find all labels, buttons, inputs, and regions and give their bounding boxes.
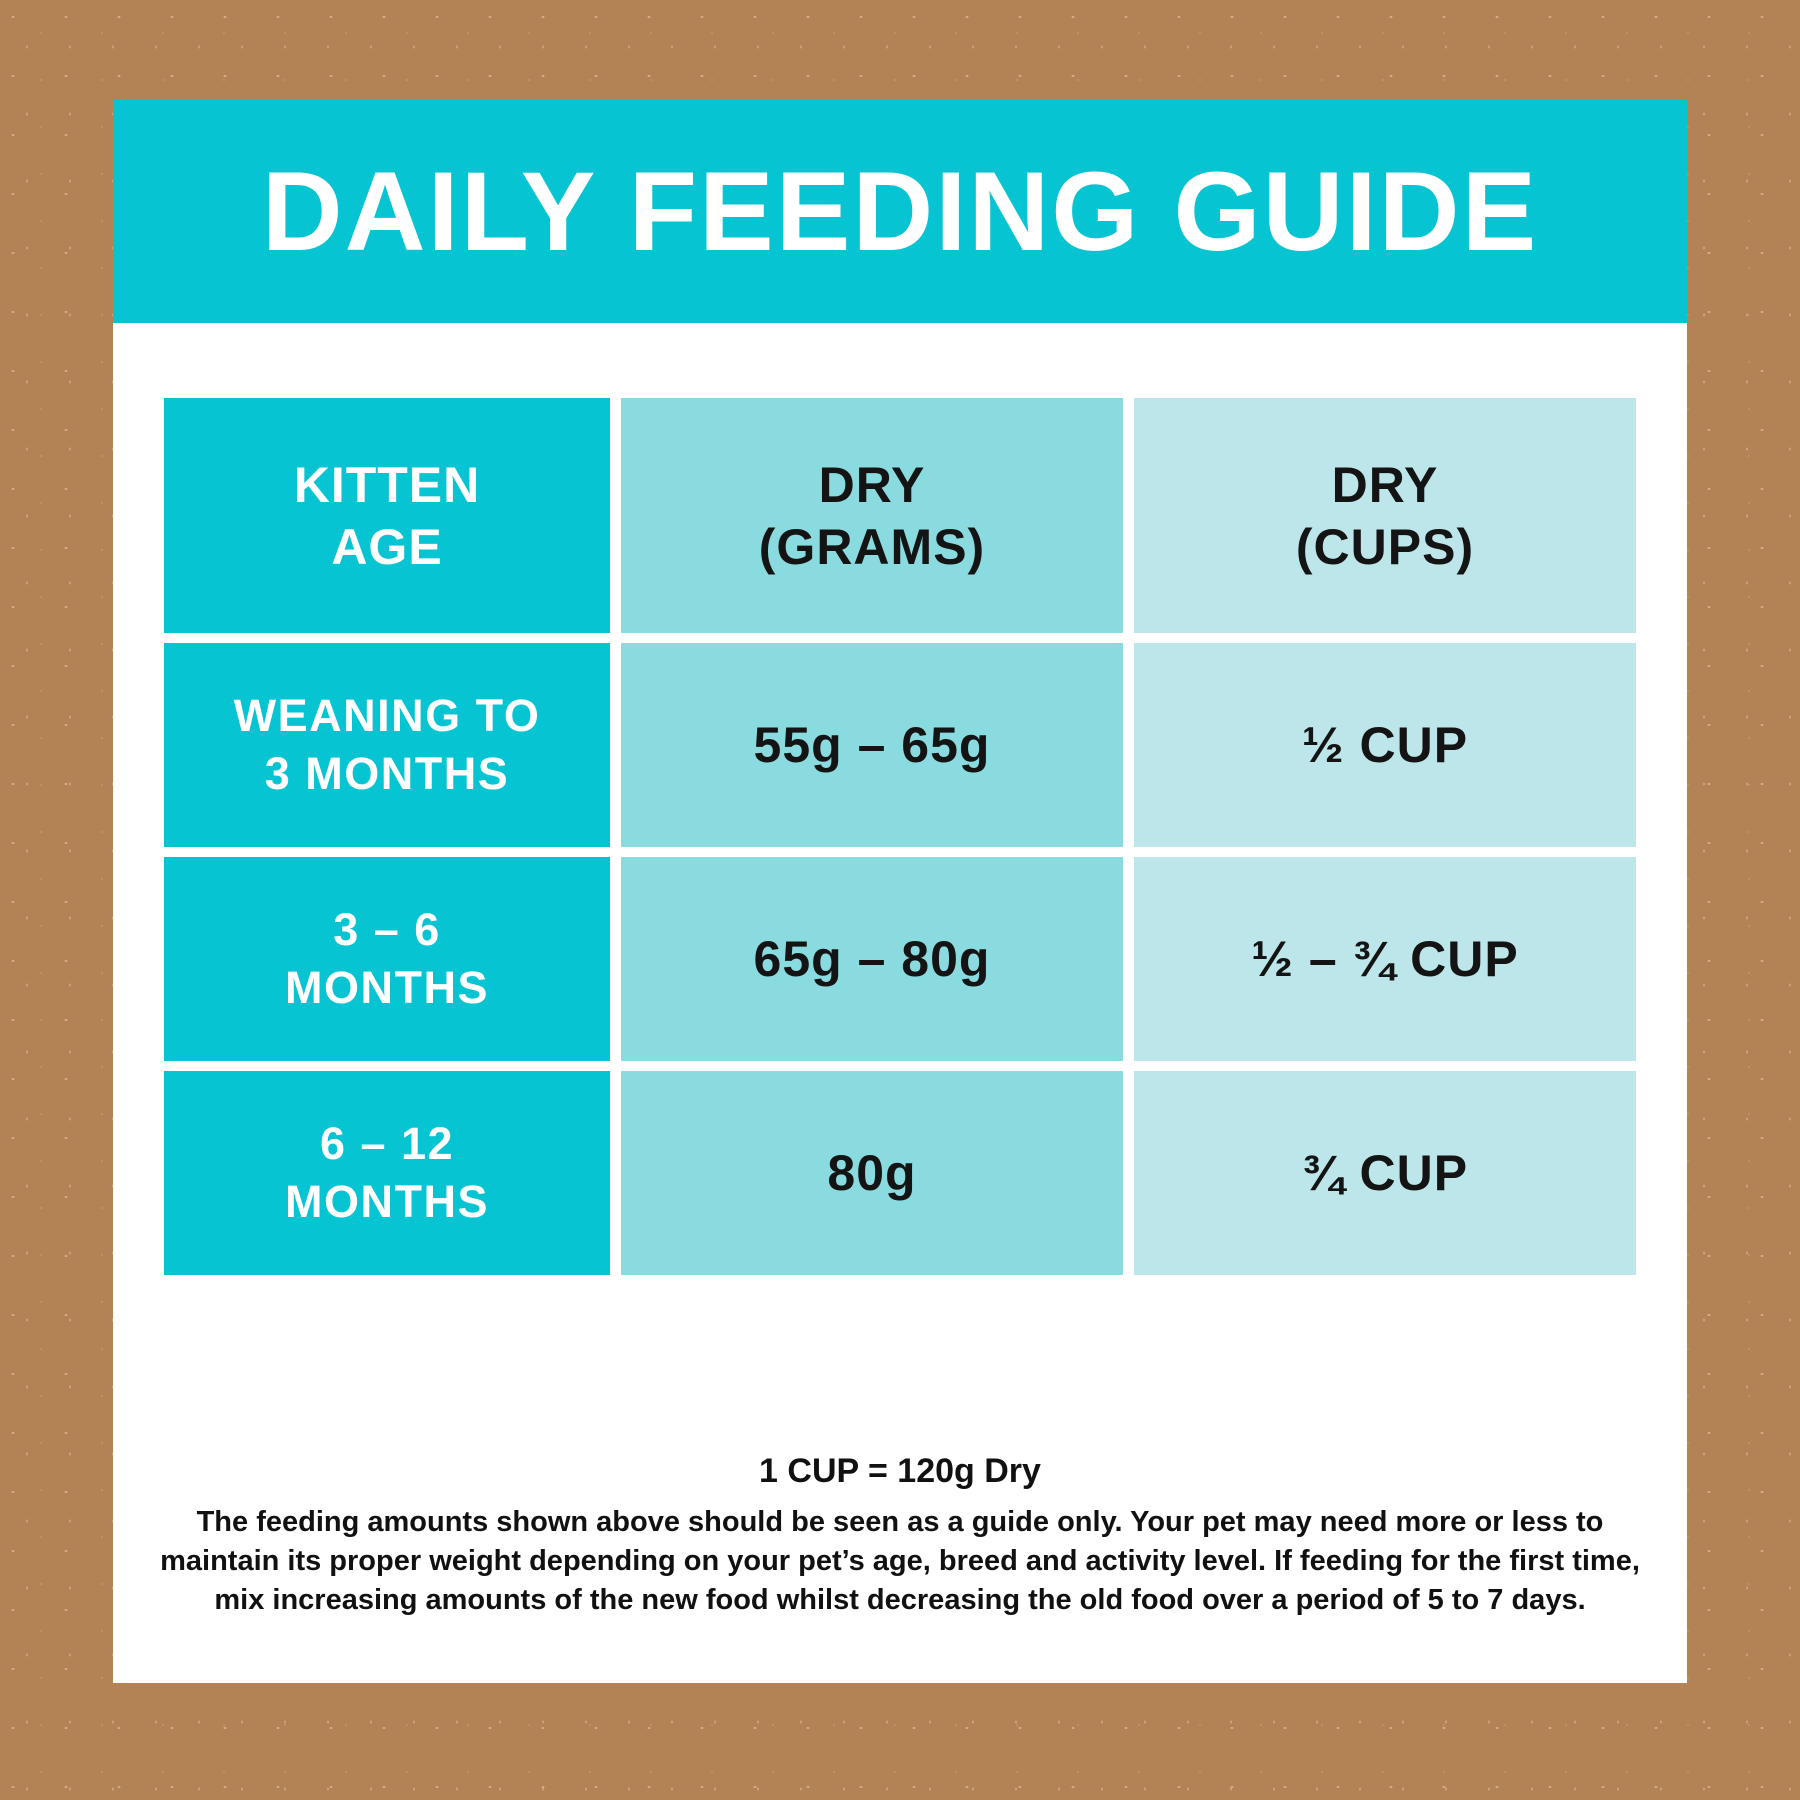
- cell-grams-3-6: 65g – 80g: [621, 857, 1123, 1061]
- feeding-table: KITTEN AGE DRY (GRAMS) DRY (CUPS) WEANIN…: [164, 398, 1636, 1275]
- row-label-3-6-months: 3 – 6 MONTHS: [164, 857, 610, 1061]
- column-header-kitten-age: KITTEN AGE: [164, 398, 610, 633]
- column-header-line: (CUPS): [1295, 518, 1475, 575]
- row-label-line: MONTHS: [285, 1176, 489, 1227]
- cups-value: ½ CUP: [1301, 717, 1469, 773]
- column-header-line: DRY: [1331, 456, 1439, 513]
- column-header-line: (GRAMS): [758, 518, 986, 575]
- disclaimer-line-2: maintain its proper weight depending on …: [160, 1545, 1640, 1577]
- feeding-guide-card: DAILY FEEDING GUIDE KITTEN AGE DRY (GRAM…: [113, 100, 1687, 1683]
- cups-value: ¾ CUP: [1301, 1145, 1469, 1201]
- header-band: DAILY FEEDING GUIDE: [113, 100, 1687, 323]
- column-header-line: AGE: [331, 518, 443, 575]
- grams-value: 80g: [827, 1145, 917, 1201]
- disclaimer-line-1: The feeding amounts shown above should b…: [196, 1506, 1604, 1538]
- cup-conversion-note: 1 CUP = 120g Dry: [759, 1452, 1041, 1490]
- row-label-line: WEANING TO: [233, 689, 541, 741]
- row-label-line: 3 MONTHS: [264, 748, 510, 799]
- row-label-line: 6 – 12: [319, 1117, 455, 1169]
- grams-value: 65g – 80g: [753, 931, 991, 987]
- column-header-dry-cups: DRY (CUPS): [1134, 398, 1636, 633]
- page-title: DAILY FEEDING GUIDE: [261, 148, 1539, 274]
- row-label-weaning-to-3-months: WEANING TO 3 MONTHS: [164, 643, 610, 847]
- column-header-dry-grams: DRY (GRAMS): [621, 398, 1123, 633]
- column-header-line: DRY: [818, 456, 926, 513]
- row-label-line: MONTHS: [285, 962, 489, 1013]
- row-label-line: 3 – 6: [333, 903, 441, 955]
- row-label-6-12-months: 6 – 12 MONTHS: [164, 1071, 610, 1275]
- cups-value: ½ – ¾ CUP: [1251, 931, 1519, 987]
- cell-cups-weaning: ½ CUP: [1134, 643, 1636, 847]
- cell-grams-6-12: 80g: [621, 1071, 1123, 1275]
- footer-notes: 1 CUP = 120g Dry The feeding amounts sho…: [113, 1452, 1687, 1620]
- disclaimer-line-3: mix increasing amounts of the new food w…: [214, 1584, 1586, 1616]
- cell-grams-weaning: 55g – 65g: [621, 643, 1123, 847]
- column-header-line: KITTEN: [293, 456, 481, 513]
- cell-cups-3-6: ½ – ¾ CUP: [1134, 857, 1636, 1061]
- cell-cups-6-12: ¾ CUP: [1134, 1071, 1636, 1275]
- grams-value: 55g – 65g: [753, 717, 991, 773]
